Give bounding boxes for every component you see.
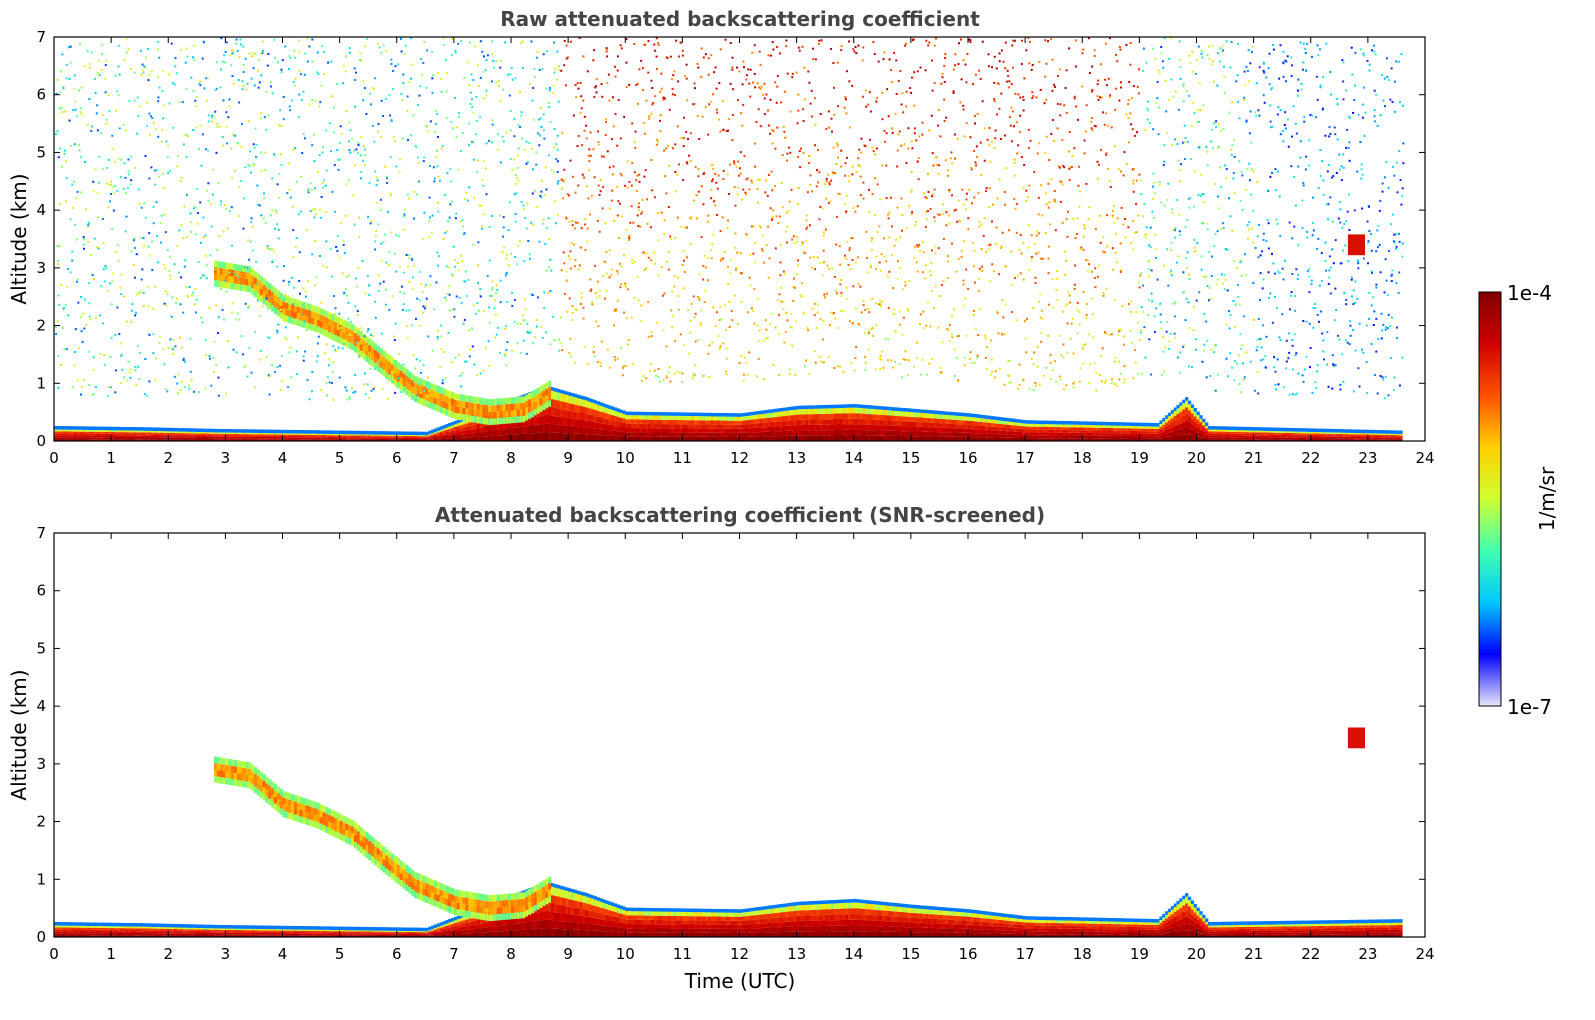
x-tick-label: 15 <box>901 449 920 467</box>
y-tick-label: 2 <box>36 813 46 831</box>
x-tick-label: 7 <box>449 449 459 467</box>
x-tick-label: 1 <box>106 449 116 467</box>
x-tick-label: 11 <box>673 449 692 467</box>
x-tick-label: 20 <box>1187 945 1206 963</box>
x-tick-label: 5 <box>335 449 345 467</box>
x-tick-label: 15 <box>901 945 920 963</box>
x-tick-label: 5 <box>335 945 345 963</box>
y-tick-label: 7 <box>36 524 46 542</box>
isolated-cloud <box>1347 727 1365 749</box>
x-tick-label: 22 <box>1301 449 1320 467</box>
colorbar-max-label: 1e-4 <box>1507 281 1552 305</box>
x-tick-label: 8 <box>506 449 516 467</box>
colorbar-unit-label: 1/m/sr <box>1535 466 1559 531</box>
x-tick-label: 6 <box>392 449 402 467</box>
x-tick-label: 17 <box>1016 945 1035 963</box>
x-tick-label: 0 <box>49 449 59 467</box>
x-tick-label: 8 <box>506 945 516 963</box>
screened-panel-title: Attenuated backscattering coefficient (S… <box>435 503 1045 527</box>
y-tick-label: 3 <box>36 259 46 277</box>
x-tick-label: 1 <box>106 945 116 963</box>
x-tick-label: 16 <box>958 945 977 963</box>
screened-heatmap <box>54 727 1403 937</box>
x-tick-label: 2 <box>163 945 173 963</box>
colorbar: 1e-4 1e-7 1/m/sr <box>1478 281 1559 719</box>
x-tick-label: 16 <box>958 449 977 467</box>
y-tick-label: 1 <box>36 870 46 888</box>
x-tick-label: 18 <box>1073 945 1092 963</box>
raw-heatmap <box>54 37 1405 441</box>
x-tick-label: 19 <box>1130 449 1149 467</box>
x-axis-label: Time (UTC) <box>684 969 796 993</box>
y-tick-label: 5 <box>36 639 46 657</box>
x-tick-label: 10 <box>616 449 635 467</box>
x-tick-label: 24 <box>1415 449 1434 467</box>
y-tick-label: 0 <box>36 432 46 450</box>
y-tick-label: 7 <box>36 28 46 46</box>
x-tick-label: 23 <box>1358 945 1377 963</box>
x-tick-label: 19 <box>1130 945 1149 963</box>
raw-x-axis: 0 1 2 3 4 5 6 7 8 9 10 11 12 13 14 15 16 17 18 19 20 21 22 23 24 <box>49 37 1435 467</box>
y-tick-label: 3 <box>36 755 46 773</box>
raw-y-axis-label: Altitude (km) <box>7 173 31 304</box>
x-tick-label: 6 <box>392 945 402 963</box>
x-tick-label: 11 <box>673 945 692 963</box>
colorbar-gradient <box>1478 291 1502 707</box>
x-tick-label: 20 <box>1187 449 1206 467</box>
x-tick-label: 14 <box>844 945 863 963</box>
x-tick-label: 10 <box>616 945 635 963</box>
x-tick-label: 4 <box>278 449 288 467</box>
x-tick-label: 7 <box>449 945 459 963</box>
x-tick-label: 13 <box>787 945 806 963</box>
x-tick-label: 22 <box>1301 945 1320 963</box>
screened-backscatter-panel: Attenuated backscattering coefficient (S… <box>7 503 1435 993</box>
isolated-cloud <box>1347 234 1365 256</box>
x-tick-label: 0 <box>49 945 59 963</box>
y-tick-label: 5 <box>36 143 46 161</box>
raw-panel-title: Raw attenuated backscattering coefficien… <box>500 7 980 31</box>
colorbar-min-label: 1e-7 <box>1507 695 1552 719</box>
x-tick-label: 3 <box>221 449 231 467</box>
x-tick-label: 21 <box>1244 449 1263 467</box>
x-tick-label: 9 <box>563 449 573 467</box>
x-tick-label: 4 <box>278 945 288 963</box>
screened-y-axis: 0 1 2 3 4 5 6 7 <box>36 524 1425 946</box>
y-tick-label: 2 <box>36 317 46 335</box>
screened-plot-frame <box>53 532 1426 938</box>
y-tick-label: 4 <box>36 697 46 715</box>
x-tick-label: 9 <box>563 945 573 963</box>
y-tick-label: 4 <box>36 201 46 219</box>
raw-y-axis: 0 1 2 3 4 5 6 7 <box>36 28 1425 450</box>
x-tick-label: 14 <box>844 449 863 467</box>
x-tick-label: 3 <box>221 945 231 963</box>
y-tick-label: 6 <box>36 582 46 600</box>
screened-y-axis-label: Altitude (km) <box>7 669 31 800</box>
x-tick-label: 2 <box>163 449 173 467</box>
x-tick-label: 12 <box>730 449 749 467</box>
screened-x-axis: 0 1 2 3 4 5 6 7 8 9 10 11 12 13 14 15 16 17 18 19 20 21 22 23 24 <box>49 533 1435 963</box>
x-tick-label: 17 <box>1016 449 1035 467</box>
x-tick-label: 21 <box>1244 945 1263 963</box>
raw-backscatter-panel: Raw attenuated backscattering coefficien… <box>7 7 1435 467</box>
x-tick-label: 18 <box>1073 449 1092 467</box>
y-tick-label: 1 <box>36 374 46 392</box>
x-tick-label: 12 <box>730 945 749 963</box>
x-tick-label: 24 <box>1415 945 1434 963</box>
x-tick-label: 13 <box>787 449 806 467</box>
y-tick-label: 0 <box>36 928 46 946</box>
y-tick-label: 6 <box>36 86 46 104</box>
raw-plot-frame <box>53 36 1426 442</box>
x-tick-label: 23 <box>1358 449 1377 467</box>
